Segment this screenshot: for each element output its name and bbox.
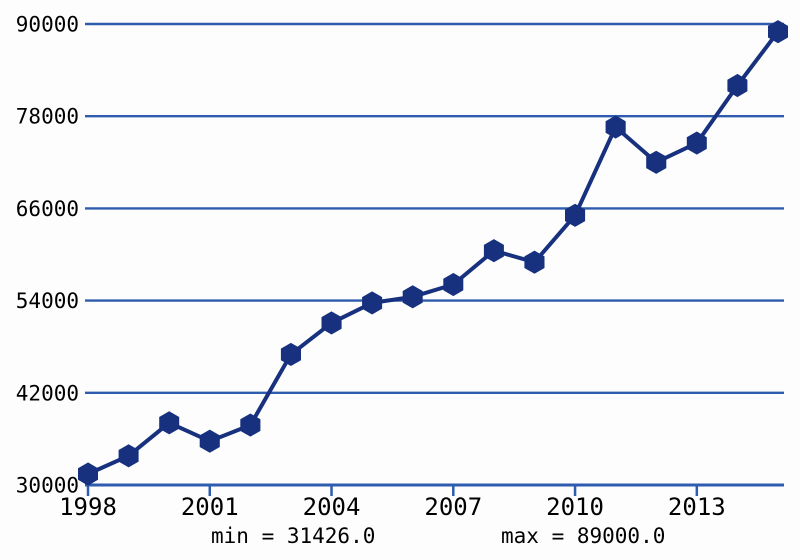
data-point-marker xyxy=(118,444,139,468)
y-tick-label: 90000 xyxy=(16,13,79,37)
data-point-marker xyxy=(280,342,301,366)
data-point-marker xyxy=(646,150,667,174)
data-point-marker xyxy=(240,413,261,437)
x-tick-label: 1998 xyxy=(59,493,117,521)
data-point-marker xyxy=(727,73,748,98)
y-tick-label: 78000 xyxy=(16,105,79,129)
data-point-marker xyxy=(159,411,180,435)
y-tick-label: 66000 xyxy=(16,197,79,221)
data-point-marker xyxy=(78,462,98,486)
x-tick-label: 2001 xyxy=(181,493,239,521)
data-point-marker xyxy=(605,115,626,139)
x-tick-label: 2010 xyxy=(546,493,604,521)
data-point-marker xyxy=(483,239,504,263)
x-tick-label: 2013 xyxy=(668,493,726,521)
x-tick-label: 2007 xyxy=(424,493,482,521)
data-point-marker xyxy=(686,131,707,155)
data-point-marker xyxy=(402,285,423,309)
y-tick-label: 54000 xyxy=(16,289,79,313)
data-point-marker xyxy=(321,311,342,335)
data-point-marker xyxy=(565,203,586,227)
data-point-marker xyxy=(362,291,383,315)
data-point-marker xyxy=(443,272,464,297)
y-tick-label: 30000 xyxy=(16,474,79,498)
max-caption: max = 89000.0 xyxy=(501,524,666,548)
x-tick-label: 2004 xyxy=(303,493,361,521)
min-caption: min = 31426.0 xyxy=(211,524,376,548)
data-line xyxy=(86,29,780,476)
y-tick-label: 42000 xyxy=(16,381,79,405)
data-point-marker xyxy=(768,20,788,44)
data-point-marker xyxy=(524,250,545,274)
data-point-marker xyxy=(199,429,220,453)
